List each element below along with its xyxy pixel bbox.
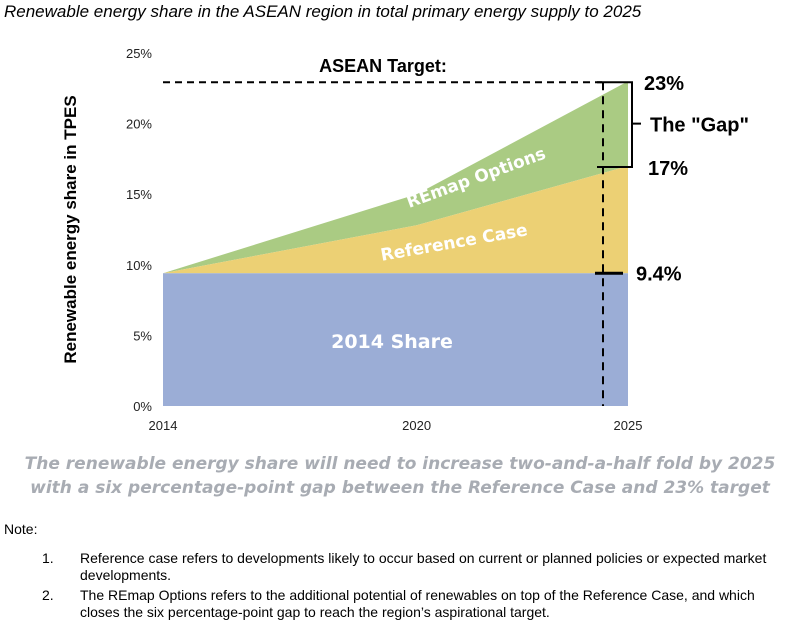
chart-title: Renewable energy share in the ASEAN regi… [4, 2, 642, 21]
note-text: Reference case refers to developments li… [80, 550, 767, 583]
x-tick-label: 2020 [402, 418, 431, 433]
notes-list: 1. Reference case refers to developments… [42, 550, 792, 624]
area-reference-case [163, 165, 628, 274]
annotation-9-4: 9.4% [636, 263, 682, 285]
y-axis-label: Renewable energy share in TPES [61, 95, 80, 363]
y-tick-label: 10% [126, 258, 152, 273]
y-tick-label: 15% [126, 187, 152, 202]
x-tick-label: 2014 [149, 418, 178, 433]
target-label: ASEAN Target: [319, 56, 447, 76]
note-number: 1. [42, 550, 54, 566]
note-item: 1. Reference case refers to developments… [42, 550, 792, 584]
label-2014-share: 2014 Share [331, 331, 453, 353]
y-tick-label: 20% [126, 117, 152, 132]
area-chart: 0% 5% 10% 15% 20% 25% 2014 2020 2025 Renewable e… [61, 46, 749, 433]
annotation-23: 23% [644, 73, 684, 95]
note-title: Note: [4, 521, 38, 537]
x-tick-label: 2025 [614, 418, 643, 433]
y-tick-label: 5% [133, 328, 152, 343]
note-item: 2. The REmap Options refers to the addit… [42, 587, 792, 621]
area-remap-options [163, 81, 628, 274]
caption-line-2: with a six percentage-point gap between … [30, 478, 770, 498]
y-tick-label: 25% [126, 46, 152, 61]
note-number: 2. [42, 587, 54, 603]
annotation-17: 17% [648, 158, 688, 180]
caption-line-1: The renewable energy share will need to … [24, 454, 776, 474]
y-tick-label: 0% [133, 399, 152, 414]
annotation-gap: The "Gap" [650, 115, 749, 137]
area-2014-share [163, 273, 628, 406]
note-text: The REmap Options refers to the addition… [80, 587, 755, 620]
gap-bracket [597, 81, 641, 168]
